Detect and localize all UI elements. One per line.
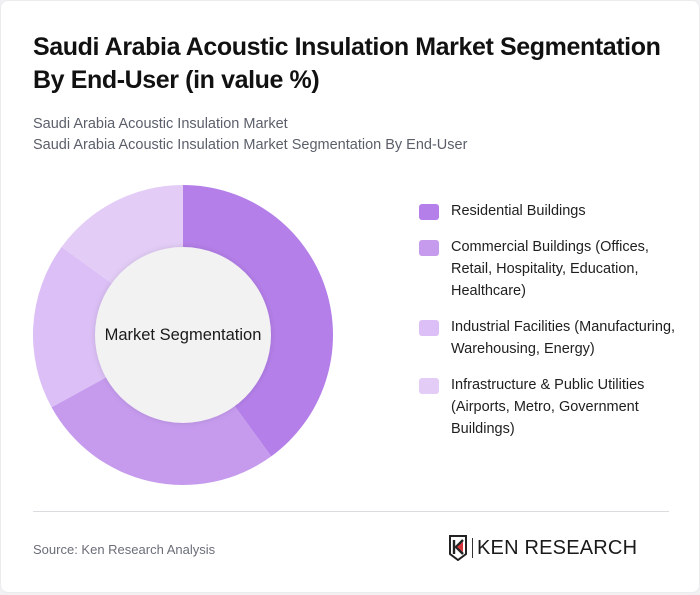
subtitle-line-2: Saudi Arabia Acoustic Insulation Market … (33, 137, 468, 153)
donut-chart (32, 185, 333, 485)
chart-subtitle: Saudi Arabia Acoustic Insulation Market … (33, 114, 467, 156)
source-note: Source: Ken Research Analysis (33, 542, 216, 557)
chart-legend: Residential Buildings Commercial Building… (419, 200, 689, 454)
donut-center (95, 247, 271, 423)
legend-item: Residential Buildings (419, 200, 689, 222)
footer-divider (33, 511, 669, 512)
legend-swatch (419, 204, 439, 220)
chart-title: Saudi Arabia Acoustic Insulation Market … (33, 33, 661, 94)
legend-label: Infrastructure & Public Utilities (Airpo… (451, 377, 645, 437)
ken-research-logo: KEN RESEARCH (448, 535, 637, 561)
legend-item: Commercial Buildings (Offices, Retail, H… (419, 236, 689, 302)
ken-logo-icon (449, 535, 467, 561)
legend-swatch (419, 320, 439, 336)
legend-label: Commercial Buildings (Offices, Retail, H… (451, 239, 649, 299)
legend-item: Infrastructure & Public Utilities (Airpo… (419, 374, 689, 440)
legend-label: Industrial Facilities (Manufacturing, Wa… (451, 319, 676, 357)
legend-swatch (419, 378, 439, 394)
subtitle-line-1: Saudi Arabia Acoustic Insulation Market (33, 116, 288, 132)
logo-text: KEN RESEARCH (477, 536, 638, 559)
logo-separator (472, 538, 473, 558)
legend-label: Residential Buildings (451, 203, 586, 219)
legend-item: Industrial Facilities (Manufacturing, Wa… (419, 316, 689, 360)
legend-swatch (419, 240, 439, 256)
